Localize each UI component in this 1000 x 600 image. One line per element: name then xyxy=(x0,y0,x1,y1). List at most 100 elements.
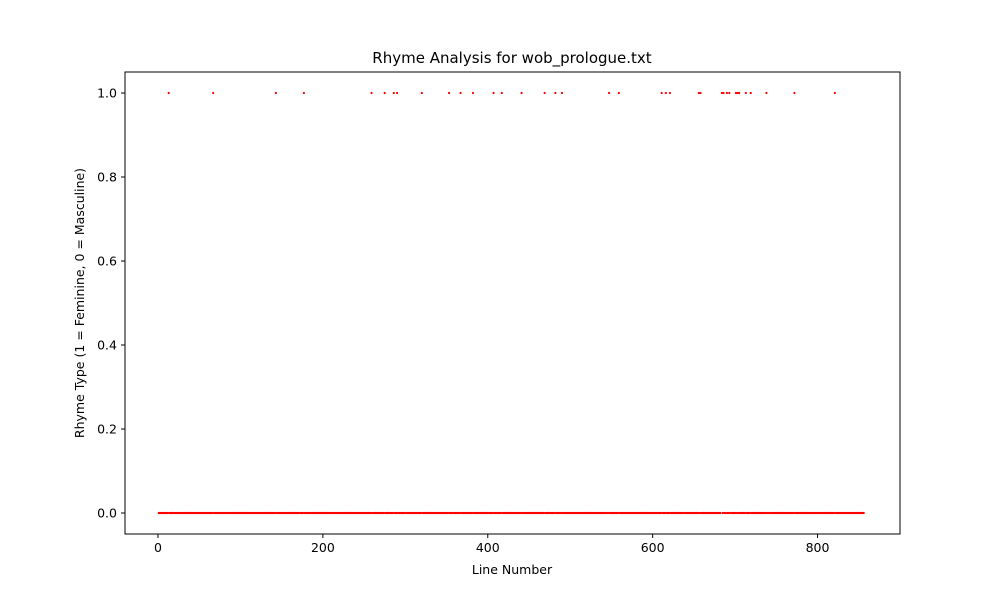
masculine-rhyme-point xyxy=(616,511,620,515)
feminine-rhyme-point xyxy=(554,91,557,95)
masculine-rhyme-point xyxy=(724,511,728,515)
masculine-rhyme-point xyxy=(166,511,169,515)
feminine-rhyme-point xyxy=(447,91,451,95)
masculine-rhyme-point xyxy=(391,511,395,515)
masculine-rhyme-point xyxy=(721,511,724,515)
feminine-rhyme-point xyxy=(520,91,523,95)
masculine-rhyme-point xyxy=(211,511,214,515)
masculine-rhyme-point xyxy=(696,511,700,515)
x-tick-label: 200 xyxy=(311,540,335,555)
x-tick-label: 600 xyxy=(641,540,665,555)
masculine-rhyme-point xyxy=(663,511,667,515)
masculine-rhyme-point xyxy=(499,511,503,515)
y-tick-label: 0.8 xyxy=(97,170,117,185)
masculine-rhyme-point xyxy=(698,511,701,515)
feminine-rhyme-point xyxy=(734,91,738,95)
masculine-rhyme-point xyxy=(297,511,301,515)
masculine-rhyme-point xyxy=(542,511,545,515)
plot-frame xyxy=(124,71,901,535)
masculine-rhyme-point xyxy=(862,511,865,515)
feminine-rhyme-point xyxy=(728,91,731,95)
feminine-rhyme-point xyxy=(765,91,768,95)
masculine-rhyme-point xyxy=(371,511,374,515)
x-tick-label: 800 xyxy=(806,540,830,555)
masculine-rhyme-point xyxy=(458,511,461,515)
y-tick-label: 0.2 xyxy=(97,422,117,437)
x-tick-label: 0 xyxy=(154,540,162,555)
masculine-rhyme-point xyxy=(792,511,795,515)
feminine-rhyme-point xyxy=(697,91,700,95)
y-tick-label: 0.0 xyxy=(97,506,117,521)
masculine-rhyme-point xyxy=(553,511,556,515)
masculine-rhyme-point xyxy=(369,511,372,515)
feminine-rhyme-point xyxy=(699,91,702,95)
feminine-rhyme-point xyxy=(738,91,741,95)
masculine-rhyme-point xyxy=(450,511,453,515)
y-tick-label: 0.4 xyxy=(97,338,117,353)
feminine-rhyme-point xyxy=(607,91,611,95)
feminine-rhyme-point xyxy=(668,91,672,95)
points-layer xyxy=(157,91,865,515)
masculine-rhyme-point xyxy=(419,511,423,515)
feminine-rhyme-point xyxy=(793,91,796,95)
feminine-rhyme-point xyxy=(744,91,747,95)
y-tick-label: 0.6 xyxy=(97,254,117,269)
masculine-rhyme-point xyxy=(607,511,610,515)
masculine-rhyme-point xyxy=(491,511,494,515)
masculine-rhyme-point xyxy=(767,511,771,515)
y-tick-label: 1.0 xyxy=(97,86,117,101)
masculine-rhyme-point xyxy=(719,511,722,515)
masculine-rhyme-point xyxy=(519,511,522,515)
feminine-rhyme-point xyxy=(459,91,462,95)
masculine-rhyme-point xyxy=(727,511,730,515)
feminine-rhyme-point xyxy=(212,91,215,95)
masculine-rhyme-point xyxy=(743,511,747,515)
feminine-rhyme-point xyxy=(833,91,836,95)
masculine-rhyme-point xyxy=(832,511,836,515)
feminine-rhyme-point xyxy=(420,91,423,95)
feminine-rhyme-point xyxy=(617,91,620,95)
feminine-rhyme-point xyxy=(274,91,277,95)
feminine-rhyme-point xyxy=(660,91,663,95)
feminine-rhyme-point xyxy=(167,91,170,95)
masculine-rhyme-point xyxy=(659,511,663,515)
feminine-rhyme-point xyxy=(302,91,306,95)
masculine-rhyme-point xyxy=(604,511,607,515)
feminine-rhyme-point xyxy=(543,91,546,95)
feminine-rhyme-point xyxy=(471,91,475,95)
masculine-rhyme-point xyxy=(682,511,685,515)
masculine-rhyme-point xyxy=(273,511,277,515)
feminine-rhyme-point xyxy=(720,91,724,95)
feminine-rhyme-point xyxy=(392,91,395,95)
axes-layer: 0 200 400 600 800 0.0 0.2 0.4 0.6 0.8 1.0 xyxy=(97,86,829,556)
masculine-rhyme-point xyxy=(403,511,406,515)
masculine-rhyme-point xyxy=(471,511,474,515)
masculine-rhyme-point xyxy=(560,511,563,515)
masculine-rhyme-point xyxy=(301,511,305,515)
chart-title: Rhyme Analysis for wob_prologue.txt xyxy=(372,49,652,68)
feminine-rhyme-point xyxy=(722,91,725,95)
masculine-rhyme-point xyxy=(734,511,737,515)
feminine-rhyme-point xyxy=(500,91,503,95)
feminine-rhyme-point xyxy=(395,91,399,95)
masculine-rhyme-point xyxy=(748,511,752,515)
feminine-rhyme-point xyxy=(749,91,752,95)
masculine-rhyme-point xyxy=(764,511,767,515)
feminine-rhyme-point xyxy=(560,91,564,95)
feminine-rhyme-point xyxy=(725,91,728,95)
masculine-rhyme-point xyxy=(723,511,726,515)
feminine-rhyme-point xyxy=(370,91,373,95)
x-axis-label: Line Number xyxy=(472,562,553,577)
masculine-rhyme-point xyxy=(668,511,671,515)
x-tick-label: 400 xyxy=(476,540,500,555)
feminine-rhyme-point xyxy=(492,91,495,95)
feminine-rhyme-point xyxy=(383,91,386,95)
y-axis-label: Rhyme Type (1 = Feminine, 0 = Masculine) xyxy=(72,168,87,438)
masculine-rhyme-point xyxy=(737,511,740,515)
masculine-rhyme-point xyxy=(735,511,738,515)
feminine-rhyme-point xyxy=(736,91,739,95)
masculine-rhyme-point xyxy=(729,511,732,515)
masculine-rhyme-point xyxy=(447,511,450,515)
masculine-rhyme-point xyxy=(382,511,385,515)
